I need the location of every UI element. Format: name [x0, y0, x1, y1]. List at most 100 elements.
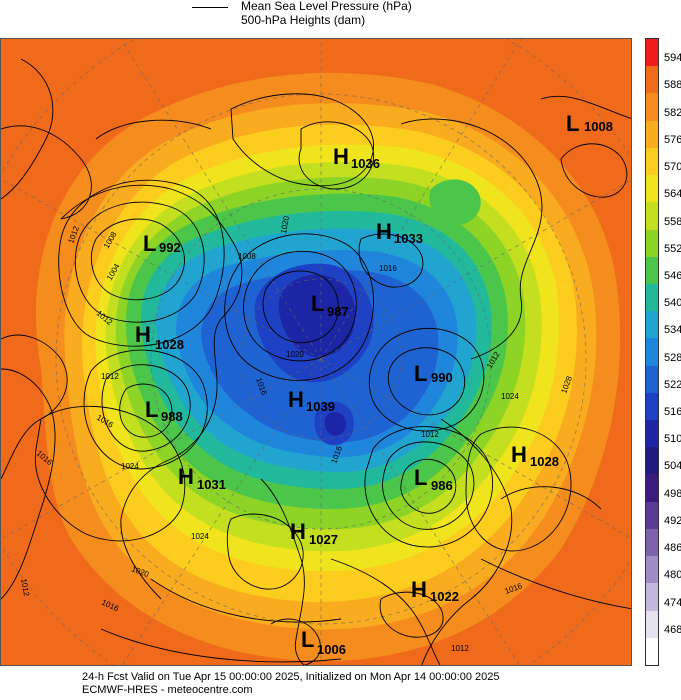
svg-text:986: 986: [431, 478, 453, 493]
isobar-label: 1016: [379, 264, 397, 273]
colorbar-tick-label: 528: [664, 351, 681, 364]
colorbar-segment: [646, 528, 658, 557]
colorbar-segment: [646, 338, 658, 367]
pressure-center-high: H 1028: [135, 322, 184, 352]
pressure-center-high: H 1039: [288, 387, 335, 414]
colorbar-tick-label: 570: [664, 161, 681, 174]
colorbar-segment: [646, 147, 658, 176]
colorbar-segment: [646, 610, 658, 639]
colorbar-segment: [646, 637, 658, 666]
svg-text:H: H: [290, 519, 306, 544]
pressure-centers: L 1008 H 1036 L 992 H 1033 L 987 H 1028 L 990 L…: [135, 111, 613, 657]
svg-text:H: H: [178, 464, 194, 489]
colorbar-segment: [646, 39, 658, 67]
isobar-label: 1020: [279, 215, 291, 235]
colorbar-tick-label: 498: [664, 487, 681, 500]
isobars: [1, 58, 631, 665]
svg-text:988: 988: [161, 409, 183, 424]
colorbar-segment: [646, 420, 658, 448]
svg-text:987: 987: [327, 304, 349, 319]
pressure-center-high: H 1022: [411, 577, 459, 604]
svg-text:1028: 1028: [155, 337, 184, 352]
colorbar-tick-label: 516: [664, 406, 681, 419]
svg-text:H: H: [511, 442, 527, 467]
isobar-label: 1008: [238, 252, 256, 261]
isobar-label: 1020: [286, 350, 304, 359]
isobar-label: 1024: [501, 392, 519, 401]
colorbar-segment: [646, 474, 658, 503]
isobar-label: 1012: [451, 644, 469, 653]
svg-text:1036: 1036: [351, 156, 380, 171]
colorbar-tick-label: 564: [664, 188, 681, 201]
pressure-center-low: L 987: [311, 291, 349, 319]
pressure-center-high: H 1028: [511, 442, 559, 469]
isobar-legend-line: [192, 7, 228, 8]
colorbar-segment: [646, 583, 658, 612]
graticule: [1, 39, 631, 665]
isobar-label: 1012: [421, 430, 439, 439]
svg-text:L: L: [145, 397, 158, 422]
colorbar-segment: [646, 66, 658, 94]
colorbar-tick-label: 588: [664, 79, 681, 92]
weather-map: 1012 1008 1004 1012 1016 1024 1012 1016 …: [0, 38, 632, 666]
colorbar-tick-label: 540: [664, 297, 681, 310]
colorbar-tick-label: 522: [664, 378, 681, 391]
legend-title-mslp: Mean Sea Level Pressure (hPa): [241, 0, 412, 13]
svg-text:H: H: [333, 144, 349, 169]
svg-text:990: 990: [431, 370, 453, 385]
colorbar-segment: [646, 229, 658, 258]
isobar-label: 1012: [19, 578, 31, 598]
pressure-center-low: L 990: [414, 361, 453, 386]
forecast-validity-text: 24-h Fcst Valid on Tue Apr 15 00:00:00 2…: [82, 671, 500, 683]
pressure-center-low: L 986: [414, 465, 453, 493]
colorbar-tick-label: 582: [664, 106, 681, 119]
svg-text:H: H: [135, 322, 151, 347]
height-band-510-b: [324, 412, 347, 436]
pressure-center-high: H 1033: [376, 219, 423, 246]
svg-text:L: L: [143, 231, 156, 256]
svg-text:1006: 1006: [317, 642, 346, 657]
colorbar-segment: [646, 175, 658, 203]
isobar-label: 1024: [121, 462, 139, 471]
svg-text:L: L: [311, 291, 324, 316]
colorbar-tick-label: 552: [664, 242, 681, 255]
colorbar-tick-label: 594: [664, 52, 681, 65]
map-canvas: 1012 1008 1004 1012 1016 1024 1012 1016 …: [1, 39, 631, 665]
colorbar-segment: [646, 120, 658, 149]
colorbar-segment: [646, 447, 658, 475]
colorbar-segment: [646, 283, 658, 312]
svg-text:1022: 1022: [430, 589, 459, 604]
height-band-552-b: [429, 179, 481, 226]
pressure-center-low: L 1008: [566, 111, 613, 136]
svg-text:L: L: [414, 465, 427, 490]
colorbar-tick-label: 558: [664, 215, 681, 228]
svg-text:1039: 1039: [306, 399, 335, 414]
colorbar-segment: [646, 93, 658, 122]
colorbar-tick-label: 468: [664, 623, 681, 636]
pressure-center-low: L 992: [143, 231, 181, 256]
svg-text:L: L: [414, 361, 427, 386]
pressure-center-high: H 1027: [290, 519, 338, 547]
colorbar-tick-label: 480: [664, 569, 681, 582]
svg-text:1033: 1033: [394, 231, 423, 246]
legend-title-heights: 500-hPa Heights (dam): [241, 13, 366, 27]
svg-text:992: 992: [159, 240, 181, 255]
isobar-label: 1012: [101, 372, 119, 381]
svg-text:H: H: [411, 577, 427, 602]
pressure-center-low: L 1006: [301, 627, 346, 657]
svg-text:1031: 1031: [197, 477, 226, 492]
svg-text:1027: 1027: [309, 532, 338, 547]
colorbar-tick-label: 510: [664, 433, 681, 446]
svg-text:H: H: [288, 387, 304, 412]
colorbar-tick-label: 534: [664, 324, 681, 337]
pressure-center-high: H 1036: [333, 144, 380, 171]
pressure-center-low: L 988: [145, 397, 183, 424]
svg-text:L: L: [301, 627, 314, 652]
isobar-label: 1024: [191, 532, 209, 541]
colorbar-segment: [646, 365, 658, 394]
colorbar-tick-label: 474: [664, 596, 681, 609]
colorbar-tick-label: 504: [664, 460, 681, 473]
colorbar-tick-label: 546: [664, 269, 681, 282]
svg-text:H: H: [376, 219, 392, 244]
svg-text:1028: 1028: [530, 454, 559, 469]
